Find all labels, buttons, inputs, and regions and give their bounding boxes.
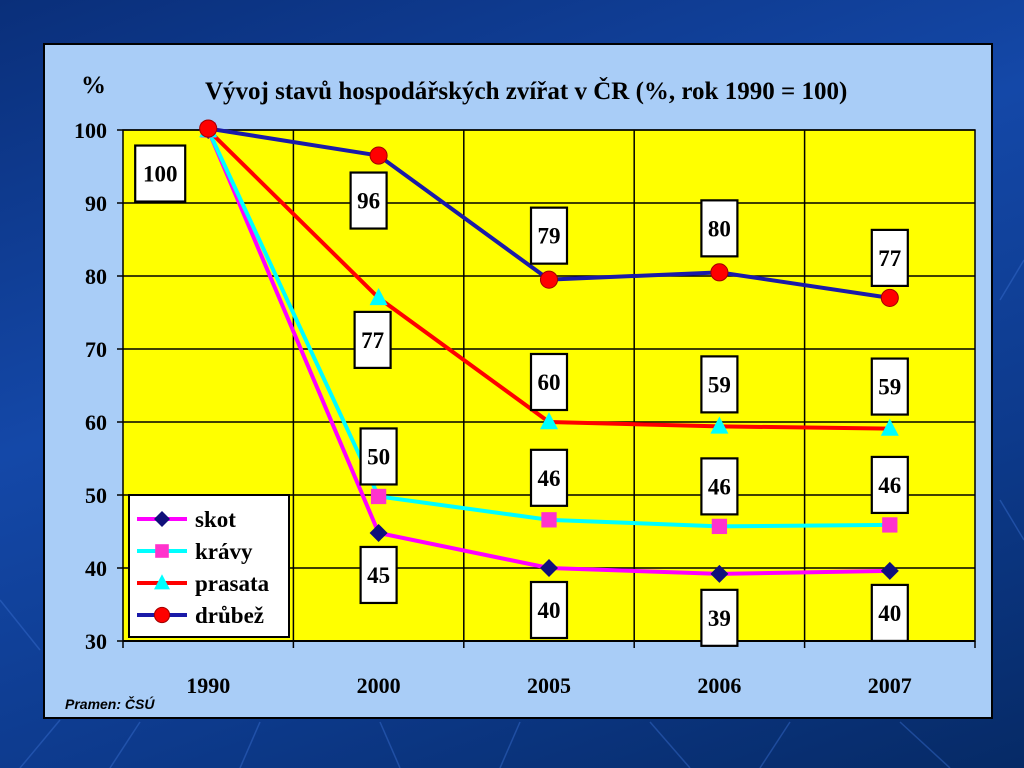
data-label: 40 (538, 598, 561, 623)
x-tick-label: 2000 (357, 673, 401, 698)
series-3-point (369, 146, 388, 165)
data-label: 46 (878, 473, 901, 498)
data-label-box (870, 455, 909, 515)
data-label-box (870, 583, 909, 643)
y-tick-label: 50 (85, 483, 107, 508)
data-label-box (359, 427, 398, 486)
data-label-box (353, 310, 392, 369)
y-axis-label: % (81, 72, 106, 99)
series-2-point (880, 418, 899, 436)
data-label: 40 (878, 601, 901, 626)
line-chart: 30 40 50 60 70 80 90 100 1990 2000 2005 2006 2007 4… (74, 72, 976, 698)
data-label-box (700, 199, 739, 258)
series-markers (199, 119, 899, 583)
y-tick-label: 40 (85, 556, 107, 581)
legend-swatch-marker (155, 544, 169, 558)
y-axis-ticks: 30 40 50 60 70 80 90 100 (74, 118, 123, 654)
data-label: 59 (878, 375, 901, 400)
data-label: 60 (538, 370, 561, 395)
x-tick-label: 2006 (697, 673, 741, 698)
y-tick-label: 90 (85, 191, 107, 216)
y-tick-label: 100 (74, 118, 107, 143)
data-label-box (700, 588, 739, 647)
data-label: 39 (708, 606, 731, 631)
legend-swatch-marker (154, 574, 170, 590)
data-labels: 45 40 39 40 50 46 46 46 77 60 59 59 100 96 79 80 77 (134, 144, 909, 647)
series-3-point (199, 119, 218, 138)
series-3-point (710, 263, 729, 282)
legend-label: skot (195, 507, 236, 532)
series-1-point (882, 517, 898, 533)
x-axis-ticks: 1990 2000 2005 2006 2007 (122, 640, 976, 698)
series-1-point (541, 512, 557, 528)
source-note: Pramen: ČSÚ (65, 696, 155, 712)
series-2-point (369, 288, 388, 306)
series-0-point (369, 523, 388, 542)
series-0-point (880, 561, 899, 580)
data-label: 96 (357, 189, 380, 214)
x-tick-label: 2007 (868, 673, 912, 698)
legend-swatch-marker (153, 606, 171, 624)
y-tick-label: 70 (85, 337, 107, 362)
data-label-box (870, 228, 909, 287)
legend: skot krávy prasata drůbež (128, 494, 290, 638)
series-3-point (539, 270, 559, 289)
data-label-box (529, 352, 569, 412)
series-0-point (710, 564, 729, 583)
data-label-box (529, 448, 569, 507)
chart-panel: 30 40 50 60 70 80 90 100 1990 2000 2005 2006 2007 4… (43, 43, 993, 719)
data-label-box (134, 144, 187, 203)
data-label-box (700, 457, 739, 516)
data-label-box (700, 355, 739, 414)
x-tick-label: 2005 (527, 673, 571, 698)
data-label: 45 (367, 563, 390, 588)
series-2-point (710, 416, 729, 434)
data-label: 79 (538, 224, 561, 249)
data-label-box (529, 206, 569, 265)
series-2-point (540, 412, 558, 430)
y-tick-label: 60 (85, 410, 107, 435)
y-tick-label: 30 (85, 629, 107, 654)
series-3-point (880, 288, 899, 307)
data-label-box (529, 580, 569, 640)
legend-swatch-marker (154, 511, 170, 527)
series-1-point (711, 518, 728, 535)
series-0-point (540, 559, 558, 577)
legend-label: drůbež (195, 603, 264, 628)
legend-label: prasata (195, 571, 270, 596)
data-label: 46 (538, 466, 561, 491)
x-tick-label: 1990 (186, 673, 230, 698)
data-label: 100 (143, 162, 178, 187)
legend-label: krávy (195, 539, 253, 564)
series-1-point (370, 488, 387, 505)
data-label: 80 (708, 216, 731, 241)
data-label: 46 (708, 474, 731, 499)
data-label: 59 (708, 372, 731, 397)
chart-title: Vývoj stavů hospodářských zvířat v ČR (%… (205, 76, 847, 105)
y-tick-label: 80 (85, 264, 107, 289)
data-label: 50 (367, 444, 390, 469)
data-label-box (359, 545, 398, 605)
data-label: 77 (361, 328, 384, 353)
data-label: 77 (878, 246, 901, 271)
data-label-box (870, 357, 909, 416)
data-label-box (349, 171, 388, 230)
